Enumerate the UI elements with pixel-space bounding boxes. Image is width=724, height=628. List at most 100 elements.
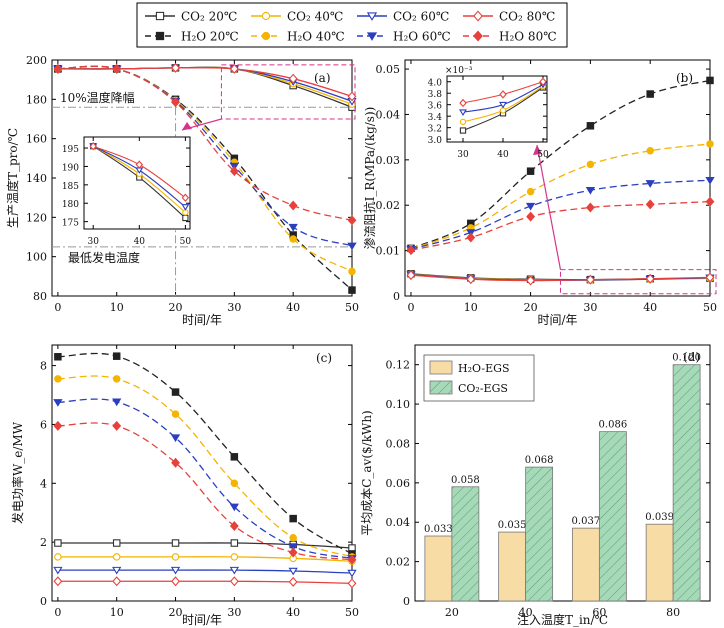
- data-point: [459, 118, 467, 126]
- data-point: [539, 77, 547, 86]
- y-tick-label: 6: [40, 418, 47, 431]
- data-point: [466, 232, 476, 243]
- data-point: [466, 274, 476, 285]
- panel-label: (c): [316, 351, 332, 365]
- data-point: [112, 553, 121, 561]
- plot-frame: [446, 75, 548, 143]
- zoom-region-box: [559, 269, 717, 295]
- legend-marker: [473, 30, 483, 42]
- panel-c: 0 10 20 30 40 50 0 2 4 6 8 (c) 时间/年 发电功率W_e/MW: [10, 344, 359, 627]
- y-tick-label: 180: [62, 200, 79, 210]
- x-tick-label: 40: [643, 301, 657, 314]
- y-tick-label: 160: [26, 133, 47, 146]
- y-tick-label: 195: [62, 145, 79, 155]
- inset-scale-label: ×10⁻³: [445, 66, 473, 76]
- data-point: [347, 569, 357, 578]
- data-point: [112, 420, 122, 431]
- data-point: [229, 166, 239, 177]
- data-point: [288, 543, 298, 551]
- data-point: [54, 553, 62, 561]
- data-point: [406, 270, 416, 281]
- data-point: [112, 576, 122, 587]
- x-tick-label: 10: [464, 301, 478, 314]
- y-axis-label: 生产温度T_pro/℃: [5, 128, 20, 228]
- zoom-arrow-head: [533, 145, 542, 155]
- legend-marker: [261, 11, 271, 21]
- data-point: [499, 90, 507, 99]
- y-tick-label: 0.12: [386, 359, 411, 372]
- data-point: [585, 202, 595, 213]
- data-point: [230, 553, 239, 561]
- panel-a: 0 10 20 30 40 50 80 100 120 140 160 180 200 (a) 10%温度降…: [5, 54, 359, 327]
- data-point: [171, 388, 180, 396]
- series-line: [410, 179, 711, 250]
- x-tick-label: 0: [54, 606, 61, 619]
- y-tick-label: 8: [40, 360, 47, 373]
- data-point: [347, 578, 357, 589]
- bar: [571, 527, 600, 602]
- legend-marker: [155, 31, 165, 41]
- y-tick-label: 3.4: [428, 113, 443, 123]
- y-tick-label: 0.05: [376, 63, 401, 76]
- data-point: [53, 576, 63, 587]
- data-point: [170, 434, 181, 443]
- x-tick-label: 40: [134, 237, 146, 247]
- x-tick-label: 30: [227, 606, 241, 619]
- panel-b: 0 10 20 30 40 50 0 0.01 0.02 0.03 0.04 0.05 (b) 时间/年 渗…: [362, 59, 717, 327]
- y-tick-label: 200: [26, 54, 47, 67]
- data-point: [170, 566, 181, 575]
- data-point: [171, 553, 180, 561]
- data-point: [459, 109, 467, 116]
- bar-legend-swatch: [429, 360, 453, 375]
- data-point: [289, 514, 297, 523]
- bar: [598, 431, 627, 602]
- data-point: [229, 63, 239, 74]
- x-tick-label: 40: [286, 606, 300, 619]
- panel-label: (b): [676, 71, 693, 85]
- x-tick-label: 50: [537, 150, 549, 160]
- plot-frame: [414, 344, 711, 602]
- data-point: [348, 267, 356, 276]
- legend-label: CO₂ 80℃: [499, 10, 555, 24]
- data-point: [135, 160, 144, 169]
- y-axis-label: 发电功率W_e/MW: [10, 421, 25, 524]
- data-point: [288, 567, 298, 576]
- series-line: [57, 580, 353, 584]
- data-point: [586, 122, 595, 130]
- data-point: [53, 420, 63, 431]
- data-point: [229, 520, 239, 531]
- panel-label: (d): [683, 350, 700, 364]
- x-tick-label: 40: [519, 606, 533, 619]
- data-point: [112, 352, 121, 360]
- y-tick-label: 180: [26, 93, 47, 106]
- x-axis-label: 时间/年: [537, 313, 577, 327]
- y-tick-label: 140: [26, 172, 47, 185]
- data-point: [229, 503, 240, 512]
- data-point: [171, 576, 180, 587]
- legend-marker: [473, 10, 483, 22]
- y-tick-label: 0: [393, 290, 400, 303]
- legend-label: CO₂ 40℃: [287, 10, 343, 24]
- zoom-arrow-head: [182, 122, 192, 130]
- legend-marker: [261, 31, 271, 41]
- y-axis-label: 平均成本C_av($/kWh): [360, 410, 374, 536]
- data-point: [585, 186, 596, 195]
- x-tick-label: 50: [345, 301, 359, 314]
- data-point: [705, 272, 715, 283]
- x-tick-label: 50: [703, 301, 717, 314]
- y-tick-label: 0.04: [376, 108, 401, 121]
- data-point: [229, 566, 240, 575]
- data-point: [645, 180, 655, 188]
- y-tick-label: 0.03: [376, 154, 401, 167]
- zoom-arrow: [536, 144, 562, 270]
- y-tick-label: 0.02: [376, 199, 401, 212]
- x-axis-label: 注入温度T_in/℃: [517, 612, 608, 627]
- data-point: [289, 235, 297, 243]
- data-point: [288, 73, 298, 84]
- y-tick-label: 3.8: [428, 90, 443, 100]
- annotation-text: 最低发电温度: [68, 250, 140, 265]
- data-point: [171, 62, 180, 73]
- x-tick-label: 30: [87, 237, 99, 247]
- x-tick-label: 30: [227, 301, 241, 314]
- data-point: [89, 141, 97, 151]
